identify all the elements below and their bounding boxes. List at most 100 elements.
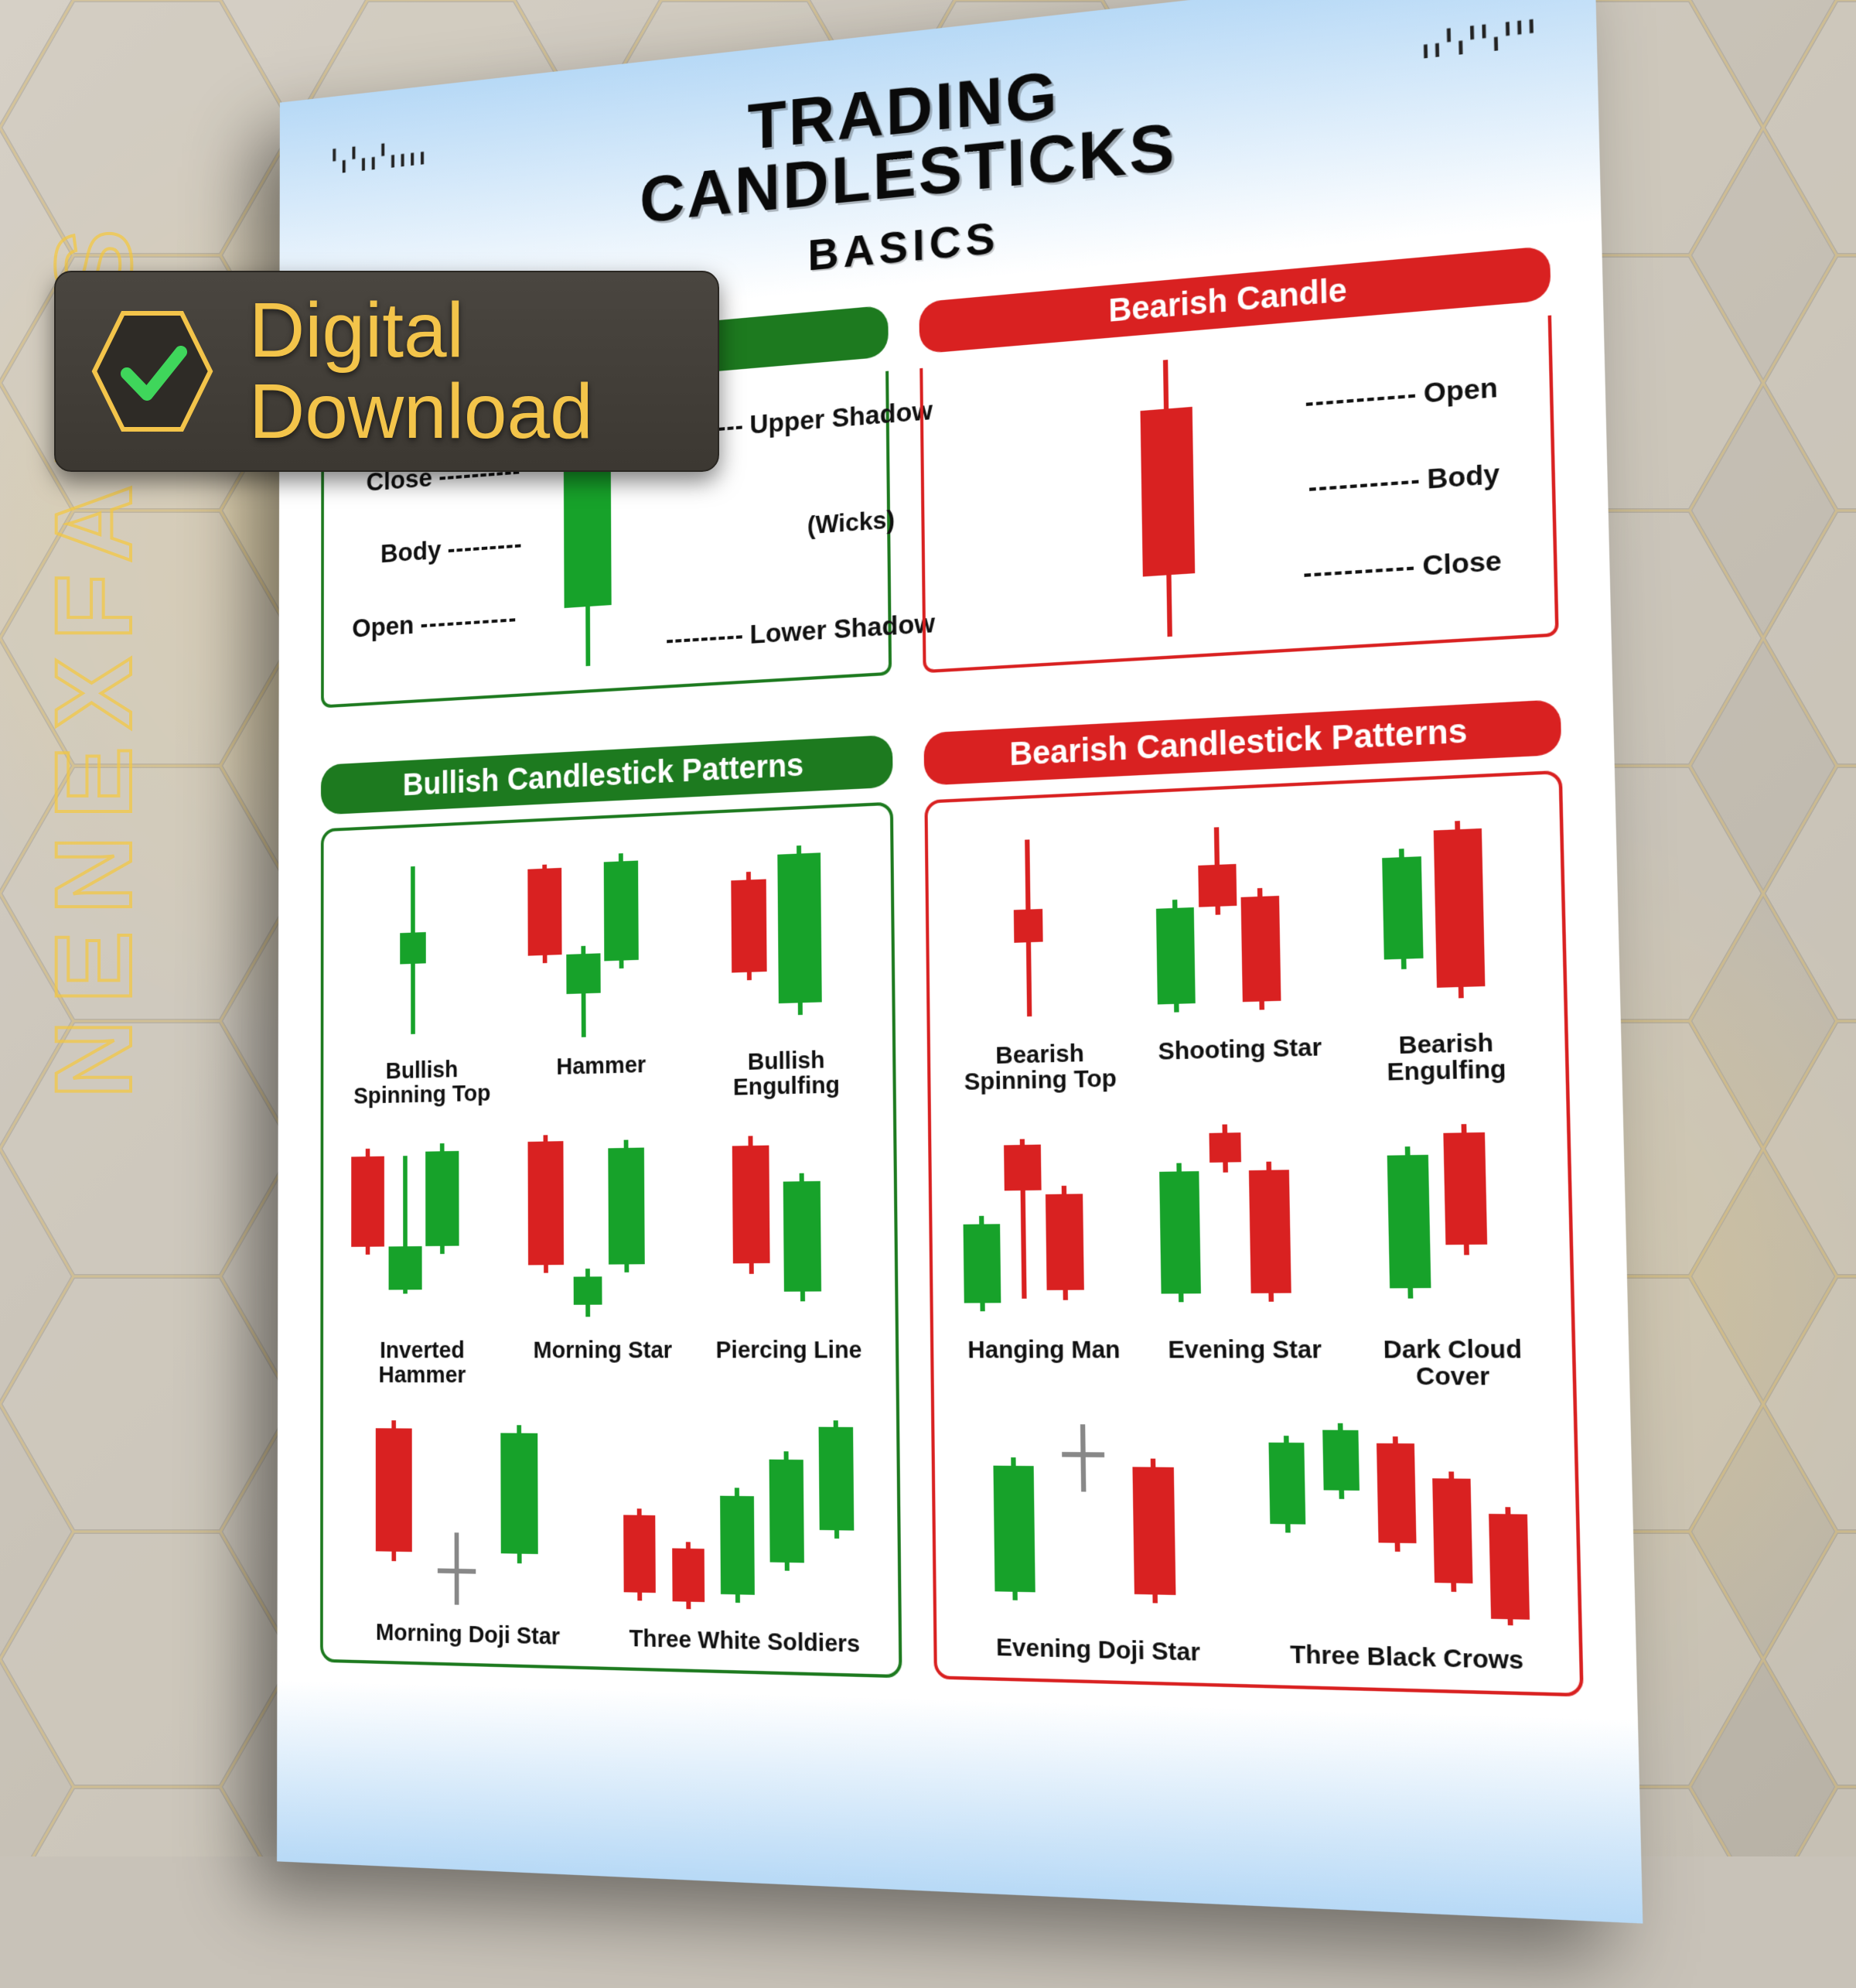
pattern-name: Evening Doji Star xyxy=(996,1634,1200,1665)
pattern-name: Bullish Spinning Top xyxy=(338,1056,507,1109)
pattern-canvas xyxy=(1347,1105,1554,1330)
bearish-patterns-box: Bearish Spinning Top Shooting Star Bearish… xyxy=(924,770,1583,1697)
candle xyxy=(608,1123,645,1333)
candle xyxy=(500,1409,538,1618)
bullish-patterns-column: Bullish Candlestick Patterns Bullish Spi… xyxy=(320,734,902,1678)
pattern-cell: Three Black Crows xyxy=(1250,1412,1562,1675)
bearish-anatomy-candle xyxy=(1139,345,1196,657)
candle xyxy=(565,842,600,1050)
label-open: Open xyxy=(352,610,414,644)
candle xyxy=(351,1129,384,1333)
candle xyxy=(719,1409,755,1623)
label-close: Close xyxy=(1422,545,1502,582)
pattern-name: Morning Star xyxy=(534,1337,673,1363)
candle xyxy=(818,1410,855,1626)
badge-text: Digital Download xyxy=(249,290,593,453)
candle xyxy=(376,1408,412,1615)
candle xyxy=(1431,1413,1474,1640)
label-lower-shadow: Lower Shadow xyxy=(749,608,935,651)
bullish-patterns-box: Bullish Spinning Top Hammer Bullish Engulf… xyxy=(320,801,902,1678)
pattern-canvas xyxy=(1144,1109,1343,1331)
pattern-cell: Morning Doji Star xyxy=(337,1408,599,1650)
pattern-name: Piercing Line xyxy=(716,1337,862,1363)
candle xyxy=(732,1121,771,1333)
candle xyxy=(1247,1110,1291,1331)
pattern-canvas xyxy=(513,839,689,1051)
pattern-canvas xyxy=(1341,800,1547,1028)
candle xyxy=(1064,1411,1103,1631)
candle xyxy=(604,840,640,1048)
pattern-canvas xyxy=(338,846,507,1055)
candle xyxy=(528,1125,565,1333)
pattern-canvas xyxy=(338,1126,508,1334)
candle xyxy=(777,832,822,1044)
check-hexagon-icon xyxy=(87,306,218,437)
pattern-cell: Bearish Engulfing xyxy=(1341,800,1548,1087)
pattern-name: Shooting Star xyxy=(1158,1034,1322,1065)
candle xyxy=(783,1119,821,1332)
candle xyxy=(671,1409,705,1622)
label-upper-shadow: Upper Shadow xyxy=(749,395,933,441)
pattern-canvas xyxy=(950,1411,1245,1635)
candle xyxy=(1322,1412,1363,1638)
candle xyxy=(731,835,767,1045)
candle xyxy=(962,1116,1001,1332)
pattern-name: Three Black Crows xyxy=(1290,1641,1524,1674)
label-wicks: (Wicks) xyxy=(807,504,896,540)
pattern-canvas xyxy=(695,830,877,1046)
candle xyxy=(1155,815,1196,1033)
digital-download-badge: Digital Download xyxy=(54,271,719,472)
pattern-name: Hanging Man xyxy=(967,1337,1121,1363)
bullish-patterns-heading: Bullish Candlestick Patterns xyxy=(321,734,893,815)
candle xyxy=(1045,1115,1085,1332)
pattern-name: Bullish Engulfing xyxy=(697,1046,878,1102)
candle xyxy=(1376,1412,1418,1638)
pattern-name: Bearish Spinning Top xyxy=(946,1039,1134,1095)
pattern-name: Morning Doji Star xyxy=(376,1620,560,1650)
bearish-anatomy-column: Bearish Candle Open Body Close xyxy=(919,245,1559,700)
candle xyxy=(1209,1111,1244,1331)
pattern-name: Hammer xyxy=(556,1052,646,1079)
candle xyxy=(623,1409,656,1621)
bearish-anatomy-box: Open Body Close xyxy=(919,315,1558,673)
pattern-cell: Shooting Star xyxy=(1139,809,1338,1091)
pattern-cell: Inverted Hammer xyxy=(338,1126,508,1389)
pattern-canvas xyxy=(514,1122,691,1333)
pattern-cell: Dark Cloud Cover xyxy=(1347,1105,1555,1391)
candle xyxy=(1387,1107,1432,1330)
candle xyxy=(573,1124,602,1333)
pattern-cell: Hanging Man xyxy=(947,1113,1139,1389)
candle xyxy=(388,1128,421,1333)
candle xyxy=(1240,811,1281,1031)
candle xyxy=(1003,1115,1042,1332)
pattern-canvas xyxy=(337,1408,599,1620)
candle xyxy=(1197,814,1239,1033)
candle xyxy=(1433,802,1486,1026)
pattern-name: Bearish Engulfing xyxy=(1346,1028,1548,1087)
pattern-name: Dark Cloud Cover xyxy=(1351,1336,1555,1391)
candle xyxy=(527,844,562,1050)
pattern-cell: Bullish Spinning Top xyxy=(338,846,507,1109)
pattern-cell: Bearish Spinning Top xyxy=(943,818,1135,1096)
pattern-name: Evening Star xyxy=(1168,1336,1322,1363)
pattern-canvas xyxy=(697,1119,879,1332)
candle xyxy=(769,1410,804,1624)
candle xyxy=(993,1411,1036,1630)
candle xyxy=(1268,1412,1308,1636)
label-open: Open xyxy=(1424,371,1499,410)
bearish-patterns-column: Bearish Candlestick Patterns Bearish Spi… xyxy=(923,699,1583,1697)
pattern-canvas xyxy=(606,1409,882,1627)
label-body: Body xyxy=(380,535,442,569)
candle xyxy=(400,850,426,1054)
pattern-name: Inverted Hammer xyxy=(338,1337,508,1388)
pattern-canvas xyxy=(947,1113,1138,1332)
candle xyxy=(1158,1112,1202,1331)
candle xyxy=(425,1127,459,1333)
pattern-canvas xyxy=(943,818,1134,1039)
pattern-cell: Bullish Engulfing xyxy=(695,830,878,1102)
pattern-cell: Evening Star xyxy=(1144,1109,1344,1390)
pattern-canvas xyxy=(1139,809,1337,1033)
pattern-cell: Hammer xyxy=(513,839,689,1105)
candle xyxy=(440,1409,473,1617)
label-body: Body xyxy=(1427,458,1500,496)
